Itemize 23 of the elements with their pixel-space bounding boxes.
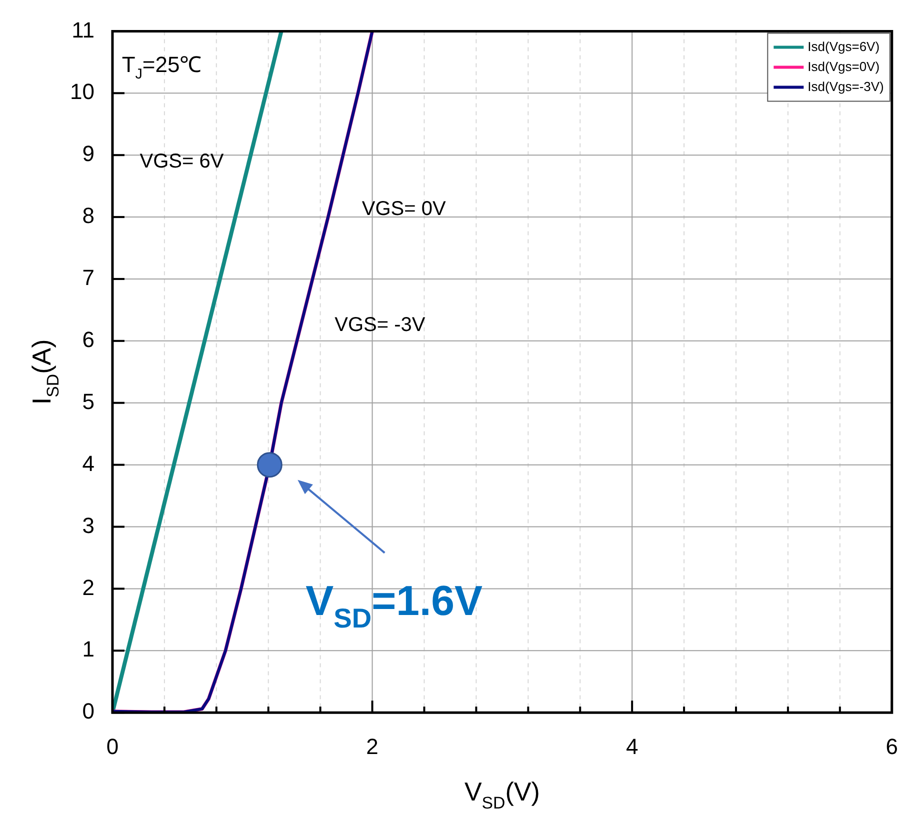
legend-label: Isd(Vgs=6V) — [808, 38, 880, 54]
y-tick-label: 10 — [70, 79, 94, 104]
x-tick-label: 0 — [106, 734, 119, 759]
annotation: VGS= -3V — [334, 314, 426, 336]
y-tick-label: 3 — [82, 512, 94, 538]
y-tick-label: 9 — [82, 141, 94, 166]
y-tick-label: 6 — [82, 326, 94, 352]
x-tick-label: 4 — [626, 734, 638, 759]
legend-label: Isd(Vgs=0V) — [808, 58, 880, 74]
x-tick-label: 2 — [366, 734, 378, 759]
y-tick-label: 2 — [82, 574, 94, 600]
y-tick-label: 8 — [82, 203, 94, 228]
y-tick-label: 0 — [82, 698, 94, 724]
legend-label: Isd(Vgs=-3V) — [808, 78, 884, 94]
y-axis-title: ISD(A) — [26, 339, 62, 405]
x-tick-label: 6 — [886, 734, 898, 759]
y-tick-label: 11 — [72, 17, 94, 42]
y-tick-label: 4 — [82, 450, 94, 476]
annotation: VGS= 6V — [140, 150, 224, 172]
y-tick-label: 1 — [82, 636, 94, 662]
annotation: VGS= 0V — [362, 198, 446, 220]
y-tick-label: 7 — [82, 265, 94, 290]
y-tick-label: 5 — [82, 388, 94, 414]
